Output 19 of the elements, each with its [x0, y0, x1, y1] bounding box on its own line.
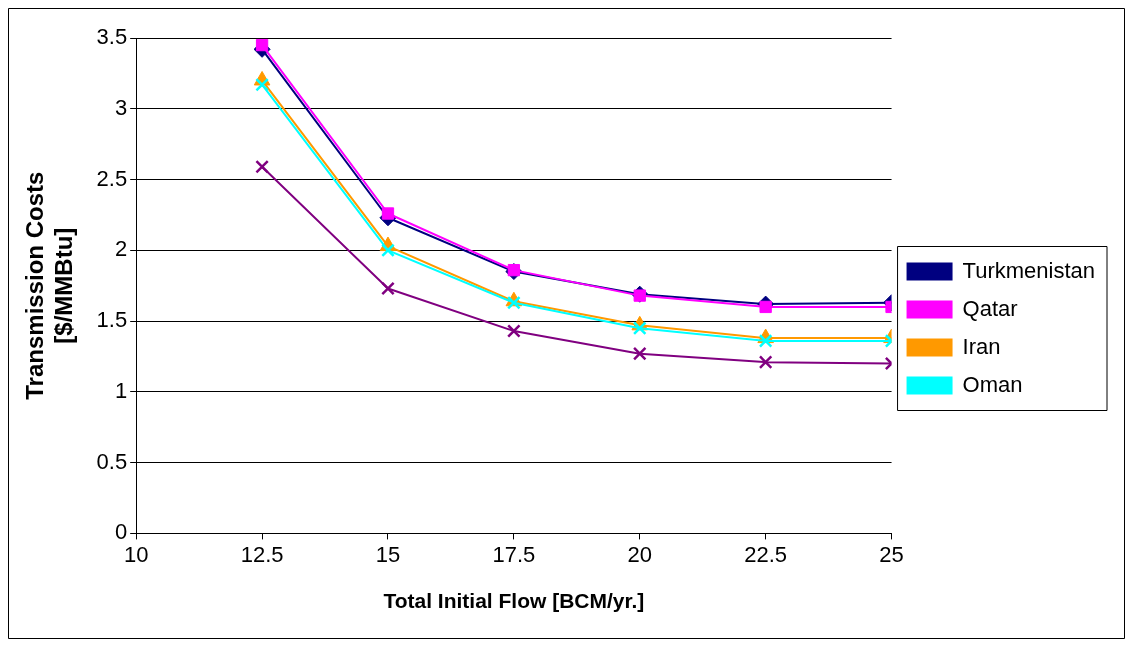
y-tick-label: 3 [114, 94, 128, 120]
legend-label: Qatar [962, 295, 1018, 321]
x-tick-label: 25 [879, 541, 904, 567]
y-tick-label: 0.5 [96, 448, 128, 474]
y-tick-label: 2 [114, 236, 128, 262]
x-tick-label: 22.5 [744, 541, 788, 567]
x-tick-label: 20 [627, 541, 652, 567]
x-tick-label: 12.5 [240, 541, 284, 567]
x-tick-label: 17.5 [492, 541, 536, 567]
y-tick-label: 1 [114, 377, 128, 403]
legend-label: Turkmenistan [962, 257, 1095, 283]
y-tick-label: 1.5 [96, 307, 128, 333]
legend-label: Oman [962, 371, 1023, 397]
legend-label: Iran [962, 333, 1001, 359]
y-tick-label: 2.5 [96, 165, 128, 191]
y-axis-title: Transmission Costs [$/MMBtu] [21, 171, 77, 400]
x-axis-title: Total Initial Flow [BCM/yr.] [383, 589, 645, 613]
y-tick-label: 3.5 [96, 24, 128, 50]
x-tick-label: 15 [375, 541, 401, 567]
